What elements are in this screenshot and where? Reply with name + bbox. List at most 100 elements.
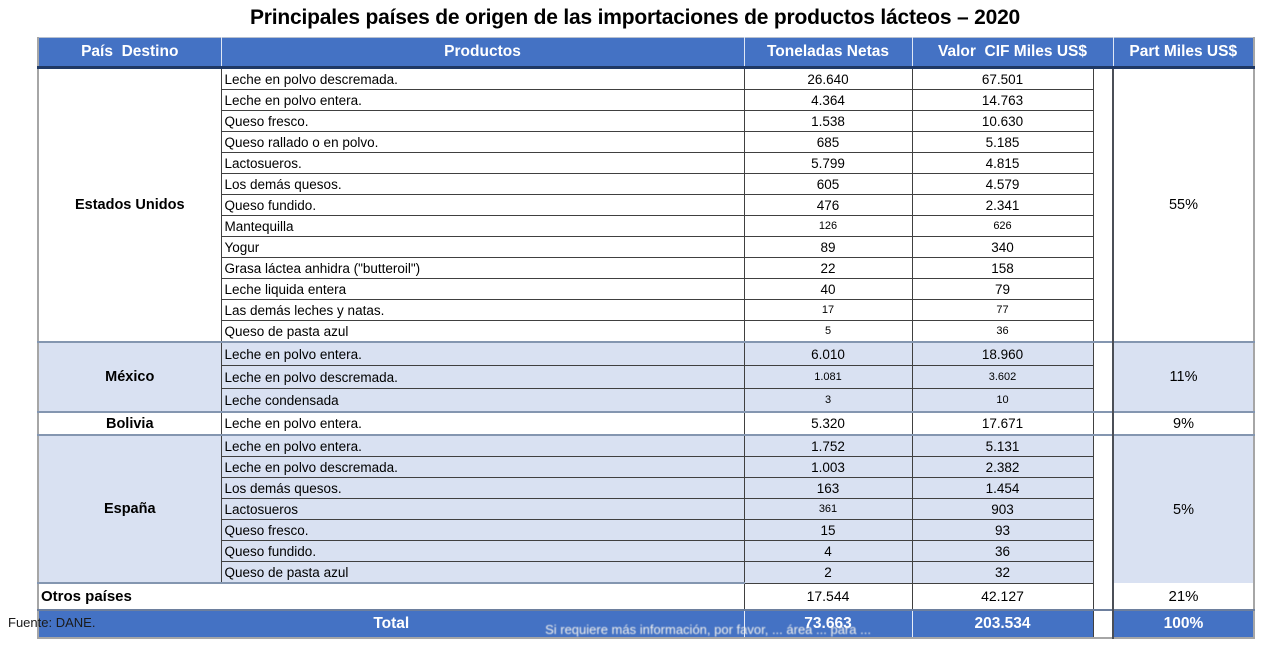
- value-cell: 2.382: [911, 456, 1093, 478]
- table-row: Lactosueros. 5.799 4.815: [38, 152, 1254, 174]
- total-tons-cell: 73.663: [743, 609, 912, 638]
- part-cell: 55%: [1112, 66, 1254, 342]
- value-cell: 10: [911, 388, 1093, 412]
- otros-paises-row: Otros países 17.544 42.127 21%: [38, 582, 1254, 610]
- product-cell: Leche en polvo entera.: [220, 411, 744, 435]
- product-cell: Leche en polvo descremada.: [220, 365, 744, 389]
- tons-cell: 26.640: [743, 66, 912, 90]
- tons-cell: 5.320: [743, 411, 912, 435]
- tons-cell: 4: [743, 540, 912, 562]
- value-cell: 158: [911, 257, 1093, 279]
- product-cell: Queso de pasta azul: [220, 561, 744, 583]
- value-cell: 67.501: [911, 66, 1093, 90]
- table-row: Queso rallado o en polvo. 685 5.185: [38, 131, 1254, 153]
- value-cell: 626: [911, 215, 1093, 237]
- value-cell: 14.763: [911, 89, 1093, 111]
- value-cell: 1.454: [911, 477, 1093, 499]
- product-cell: Queso fundido.: [220, 194, 744, 216]
- spacer-cell: [1092, 609, 1113, 638]
- product-cell: Lactosueros: [220, 498, 744, 520]
- product-cell: Mantequilla: [220, 215, 744, 237]
- tons-cell: 17.544: [743, 582, 912, 610]
- value-cell: 10.630: [911, 110, 1093, 132]
- value-cell: 79: [911, 278, 1093, 300]
- table-container: País Destino Productos Toneladas Netas V…: [37, 37, 1255, 639]
- table-row: España Leche en polvo entera. 1.752 5.131 5%: [38, 434, 1254, 583]
- otros-paises-label: Otros países: [38, 582, 744, 610]
- spacer-cell: [1092, 583, 1113, 610]
- product-cell: Queso de pasta azul: [220, 320, 744, 342]
- tons-cell: 22: [743, 257, 912, 279]
- table-row: Queso de pasta azul 5 36: [38, 320, 1254, 342]
- tons-cell: 605: [743, 173, 912, 195]
- table-row: Los demás quesos. 605 4.579: [38, 173, 1254, 195]
- header-value: Valor CIF Miles US$: [911, 37, 1113, 69]
- country-cell: México: [38, 341, 221, 412]
- value-cell: 5.131: [911, 434, 1093, 457]
- tons-cell: 89: [743, 236, 912, 258]
- tons-cell: 4.364: [743, 89, 912, 111]
- part-cell: 5%: [1112, 434, 1254, 583]
- table-row: Lactosueros 361 903: [38, 498, 1254, 520]
- header-products: Productos: [220, 37, 744, 69]
- table-row: Bolivia Leche en polvo entera. 5.320 17.671…: [38, 411, 1254, 435]
- watermark-text: Si requiere más información, por favor, …: [545, 622, 871, 637]
- value-cell: 2.341: [911, 194, 1093, 216]
- table-row: Leche en polvo entera. 4.364 14.763: [38, 89, 1254, 111]
- product-cell: Yogur: [220, 236, 744, 258]
- spacer-cell: [1092, 341, 1113, 412]
- tons-cell: 1.081: [743, 365, 912, 389]
- country-cell: Estados Unidos: [38, 66, 221, 342]
- table-row: Mantequilla 126 626: [38, 215, 1254, 237]
- table-row: Leche liquida entera 40 79: [38, 278, 1254, 300]
- table-row: Leche en polvo descremada. 1.081 3.602: [38, 365, 1254, 389]
- value-cell: 93: [911, 519, 1093, 541]
- product-cell: Leche condensada: [220, 388, 744, 412]
- product-cell: Leche en polvo entera.: [220, 341, 744, 366]
- table-row: México Leche en polvo entera. 6.010 18.960 1…: [38, 341, 1254, 412]
- part-cell: 9%: [1112, 411, 1254, 435]
- part-cell: 11%: [1112, 341, 1254, 412]
- table-row: Queso fundido. 476 2.341: [38, 194, 1254, 216]
- tons-cell: 15: [743, 519, 912, 541]
- product-cell: Leche liquida entera: [220, 278, 744, 300]
- header-tons: Toneladas Netas: [743, 37, 912, 69]
- product-cell: Leche en polvo entera.: [220, 89, 744, 111]
- tons-cell: 685: [743, 131, 912, 153]
- source-note: Fuente: DANE.: [8, 615, 96, 630]
- spacer-cell: [1092, 411, 1113, 435]
- part-cell: 21%: [1112, 583, 1254, 610]
- value-cell: 77: [911, 299, 1093, 321]
- page-title: Principales países de origen de las impo…: [249, 6, 1021, 29]
- table-row: Queso fresco. 1.538 10.630: [38, 110, 1254, 132]
- spacer-cell: [1092, 66, 1113, 342]
- value-cell: 36: [911, 320, 1093, 342]
- product-cell: Queso fundido.: [220, 540, 744, 562]
- tons-cell: 1.003: [743, 456, 912, 478]
- value-cell: 5.185: [911, 131, 1093, 153]
- total-row: Total 73.663 203.534 100%: [38, 609, 1254, 638]
- header-country: País Destino: [38, 37, 221, 69]
- value-cell: 4.579: [911, 173, 1093, 195]
- table-row: Queso fresco. 15 93: [38, 519, 1254, 541]
- country-cell: España: [38, 434, 221, 583]
- value-cell: 32: [911, 561, 1093, 583]
- product-cell: Lactosueros.: [220, 152, 744, 174]
- value-cell: 36: [911, 540, 1093, 562]
- value-cell: 340: [911, 236, 1093, 258]
- total-label: Total: [38, 609, 744, 638]
- product-cell: Los demás quesos.: [220, 477, 744, 499]
- product-cell: Las demás leches y natas.: [220, 299, 744, 321]
- table-row: Leche condensada 3 10: [38, 388, 1254, 412]
- spacer-cell: [1092, 434, 1113, 583]
- product-cell: Los demás quesos.: [220, 173, 744, 195]
- total-part-cell: 100%: [1112, 609, 1254, 638]
- value-cell: 42.127: [911, 582, 1093, 610]
- table-row: Los demás quesos. 163 1.454: [38, 477, 1254, 499]
- value-cell: 17.671: [911, 411, 1093, 435]
- tons-cell: 126: [743, 215, 912, 237]
- tons-cell: 40: [743, 278, 912, 300]
- product-cell: Grasa láctea anhidra ("butteroil"): [220, 257, 744, 279]
- header-part: Part Miles US$: [1112, 37, 1254, 69]
- tons-cell: 3: [743, 388, 912, 412]
